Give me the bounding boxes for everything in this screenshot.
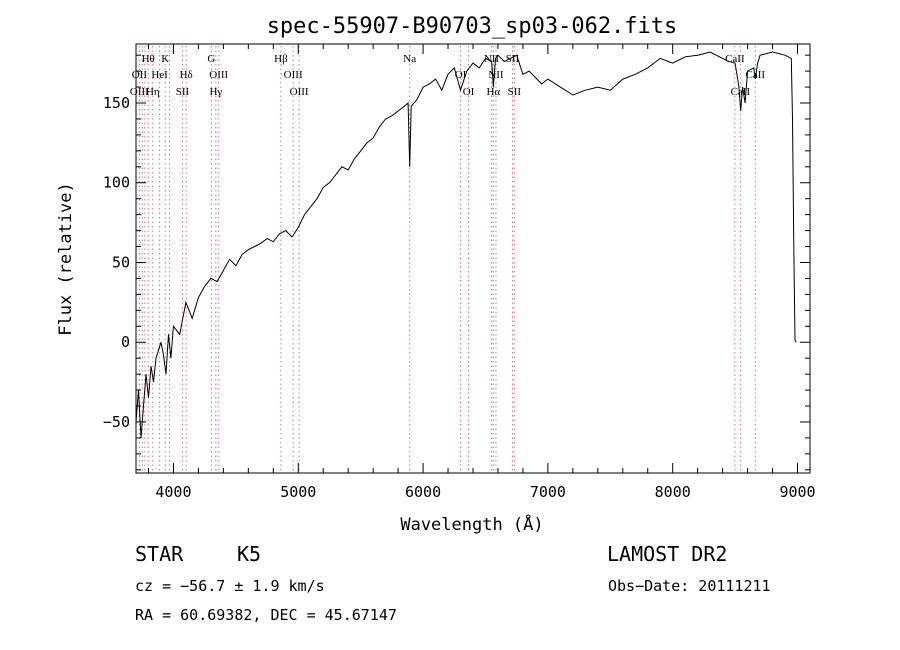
- x-tick-label: 7000: [530, 483, 566, 501]
- spectral-line-label: Hα: [486, 86, 500, 98]
- spectral-line-label: SII: [176, 86, 190, 98]
- plot-frame: [135, 43, 811, 474]
- x-tick-label: 8000: [655, 483, 691, 501]
- spectral-line-label: K: [161, 53, 169, 65]
- spectral-line-label: OIII: [209, 69, 228, 81]
- obs-date: Obs−Date: 20111211: [608, 577, 771, 595]
- y-tick-label: −50: [103, 413, 130, 431]
- spectral-line-label: SII: [508, 86, 522, 98]
- spectral-line-label: OII: [132, 69, 148, 81]
- spectral-line-label: NII: [488, 69, 504, 81]
- x-tick-label: 6000: [405, 483, 441, 501]
- y-axis-label: Flux (relative): [56, 182, 76, 336]
- redshift-info: cz = −56.7 ± 1.9 km/s: [135, 577, 325, 595]
- spectral-line-label: CaII: [746, 69, 766, 81]
- spectral-line-label: OIII: [290, 86, 309, 98]
- spectral-line-label: OIII: [130, 86, 149, 98]
- chart-title: spec-55907-B90703_sp03-062.fits: [267, 14, 678, 39]
- spectral-line-label: CaII: [725, 53, 745, 65]
- survey-name: LAMOST DR2: [607, 542, 727, 566]
- spectral-line-label: G: [207, 53, 215, 65]
- x-tick-label: 5000: [280, 483, 316, 501]
- x-tick-label: 4000: [155, 483, 191, 501]
- spectral-line-label: Hβ: [274, 53, 288, 65]
- spectral-line-label: SII: [506, 53, 520, 65]
- spectral-line-label: NII: [484, 53, 500, 65]
- x-axis-label: Wavelength (Å): [400, 513, 543, 535]
- spectral-line-label: HeI: [151, 69, 168, 81]
- y-tick-label: 100: [103, 174, 130, 192]
- spectral-line-label: Hθ: [142, 53, 155, 65]
- spectral-line-label: Na: [403, 53, 416, 65]
- plot-area: 4000 5000 6000 7000 8000 9000 −50 0 50 100 150 Hθ K G…: [103, 43, 816, 501]
- y-tick-label: 0: [121, 333, 130, 351]
- object-type: STAR: [135, 542, 184, 566]
- spectral-line-label: OIII: [284, 69, 303, 81]
- spectral-line-label: Hγ: [209, 86, 222, 98]
- y-tick-label: 50: [112, 253, 130, 271]
- spectral-line-label: OI: [463, 86, 475, 98]
- spectral-line-label: CaII: [731, 86, 751, 98]
- object-subclass: K5: [237, 542, 261, 566]
- ra-dec: RA = 60.69382, DEC = 45.67147: [135, 606, 397, 624]
- spectral-line-label: OI: [455, 69, 467, 81]
- spectrum-series-line: [135, 51, 797, 438]
- y-tick-label: 150: [103, 94, 130, 112]
- spectral-line-label: Hδ: [180, 69, 193, 81]
- spectral-line-label: Hη: [146, 86, 160, 98]
- x-tick-label: 9000: [779, 483, 815, 501]
